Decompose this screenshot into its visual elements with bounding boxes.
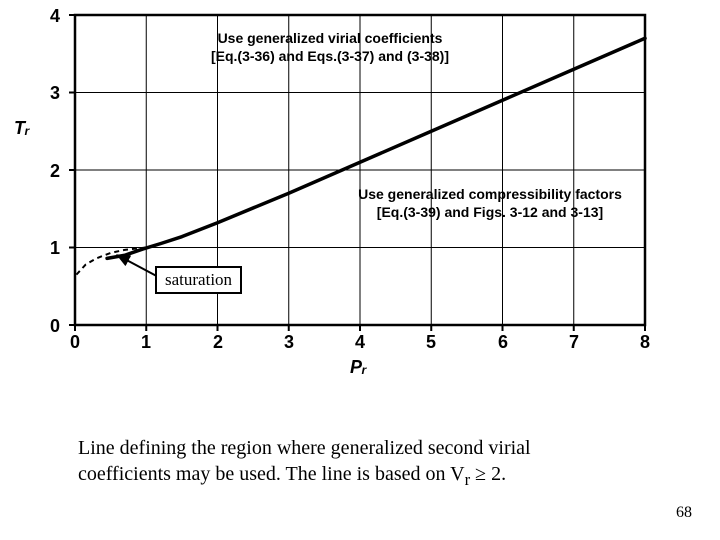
page-number: 68 bbox=[676, 504, 692, 522]
caption-line2-post: ≥ 2. bbox=[470, 463, 506, 485]
saturation-label-text: saturation bbox=[165, 270, 232, 289]
saturation-label-box: saturation bbox=[155, 266, 242, 294]
caption-line1: Line defining the region where generaliz… bbox=[78, 437, 531, 459]
annotation-upper-line1: Use generalized virial coefficients bbox=[165, 30, 495, 48]
annotation-lower: Use generalized compressibility factors … bbox=[330, 186, 650, 221]
annotation-lower-line2: [Eq.(3-39) and Figs. 3-12 and 3-13] bbox=[330, 204, 650, 222]
caption-line2-pre: coefficients may be used. The line is ba… bbox=[78, 463, 465, 485]
annotation-lower-line1: Use generalized compressibility factors bbox=[330, 186, 650, 204]
annotation-upper: Use generalized virial coefficients [Eq.… bbox=[165, 30, 495, 65]
annotation-upper-line2: [Eq.(3-36) and Eqs.(3-37) and (3-38)] bbox=[165, 48, 495, 66]
figure-caption: Line defining the region where generaliz… bbox=[78, 435, 658, 491]
